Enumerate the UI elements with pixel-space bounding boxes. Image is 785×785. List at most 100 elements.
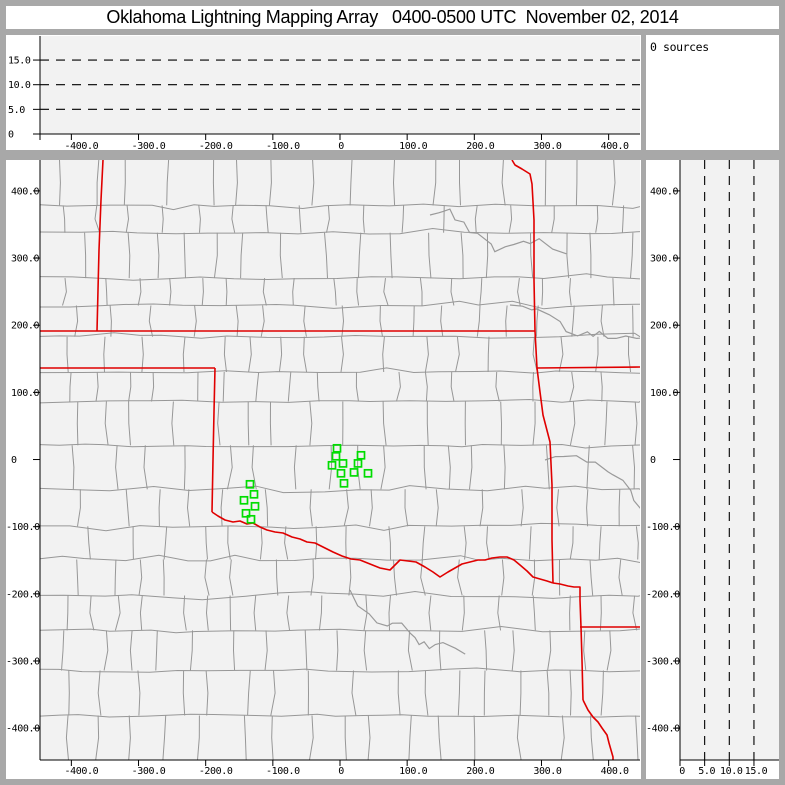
county-line (265, 205, 269, 233)
county-line (309, 489, 313, 527)
county-line (589, 232, 592, 279)
y-tick-label: 400.0 (650, 186, 678, 197)
station-marker (246, 514, 256, 524)
county-line (189, 630, 193, 671)
county-line (311, 160, 315, 206)
county-line (532, 401, 536, 446)
state-border-co-ks-vertical (96, 160, 104, 332)
county-line (604, 401, 608, 446)
source-count-label: 0 sources (650, 40, 709, 54)
county-line (293, 445, 297, 490)
county-line (264, 489, 269, 527)
county-line (114, 559, 117, 596)
county-line (183, 445, 186, 490)
county-line (443, 205, 445, 233)
county-line (358, 232, 362, 279)
county-line (432, 160, 437, 206)
county-line (65, 715, 69, 760)
county-line (459, 160, 461, 206)
county-line (407, 630, 413, 671)
y-tick-label: 15.0 (8, 56, 31, 67)
x-tick-label: -300.0 (132, 141, 166, 150)
county-line (380, 445, 386, 490)
county-line (40, 398, 640, 404)
y-tick-label: 200.0 (650, 321, 678, 332)
x-tick-label: 400.0 (601, 141, 629, 150)
x-tick-label: 300.0 (533, 766, 561, 777)
county-line (61, 630, 65, 671)
county-line (87, 526, 91, 560)
county-line (519, 670, 522, 716)
county-line (278, 336, 283, 373)
county-line (600, 371, 603, 402)
county-line (455, 336, 460, 373)
county-line (125, 205, 130, 233)
county-line (383, 278, 389, 306)
county-line (612, 278, 615, 306)
county-line (225, 278, 228, 306)
x-tick-label: 200.0 (466, 766, 494, 777)
county-line (569, 401, 576, 446)
county-line (497, 595, 502, 631)
station-marker (250, 501, 260, 511)
county-line (635, 715, 639, 760)
state-border-tx-ok-100w (211, 367, 216, 513)
station-marker (338, 459, 348, 468)
plot-background (40, 36, 640, 134)
county-line (457, 670, 461, 716)
station-marker (327, 460, 337, 470)
county-line (40, 713, 640, 718)
county-line (128, 401, 131, 446)
y-tick-label: 300.0 (11, 254, 39, 265)
county-line (62, 205, 66, 233)
station-marker (356, 450, 366, 460)
county-line (304, 630, 308, 671)
y-tick-label: 5.0 (8, 105, 25, 116)
county-line (229, 559, 234, 596)
county-line (528, 526, 532, 560)
county-lines (40, 160, 640, 760)
county-line (483, 670, 486, 716)
county-line (340, 336, 344, 373)
county-line (632, 445, 636, 490)
county-line (40, 300, 640, 310)
state-border-ar-mo-lat365 (536, 366, 640, 369)
x-tick-label: -100.0 (266, 766, 300, 777)
county-line (201, 278, 204, 306)
county-line (127, 232, 131, 279)
county-line (151, 371, 155, 402)
county-line (128, 715, 131, 760)
river-line (429, 208, 567, 255)
county-line (447, 445, 451, 490)
y-tick-label: 0 (8, 130, 14, 141)
station-marker (239, 495, 249, 505)
county-line (618, 489, 621, 527)
county-line (141, 336, 144, 373)
x-tick-label: 100.0 (399, 141, 427, 150)
county-line (76, 559, 79, 596)
county-line (600, 305, 605, 337)
county-line (316, 371, 320, 402)
county-line (161, 205, 164, 233)
county-line (479, 489, 484, 527)
county-line (95, 371, 99, 402)
county-line (349, 160, 353, 206)
county-line (575, 160, 578, 206)
county-line (298, 205, 302, 233)
county-line (182, 670, 186, 716)
x-tick-label: 10.0 (720, 766, 743, 777)
county-line (40, 203, 640, 211)
county-line (309, 401, 313, 446)
county-line (437, 715, 442, 760)
county-line (435, 489, 439, 527)
county-line (408, 715, 412, 760)
x-tick-label: 0 (338, 141, 344, 150)
county-line (328, 445, 333, 490)
county-line (569, 670, 572, 716)
county-line (474, 205, 478, 233)
county-line (450, 371, 455, 402)
county-line (545, 445, 550, 490)
state-border-ok-ar-vertical (534, 330, 554, 584)
county-line (571, 305, 575, 337)
county-line (546, 670, 550, 716)
